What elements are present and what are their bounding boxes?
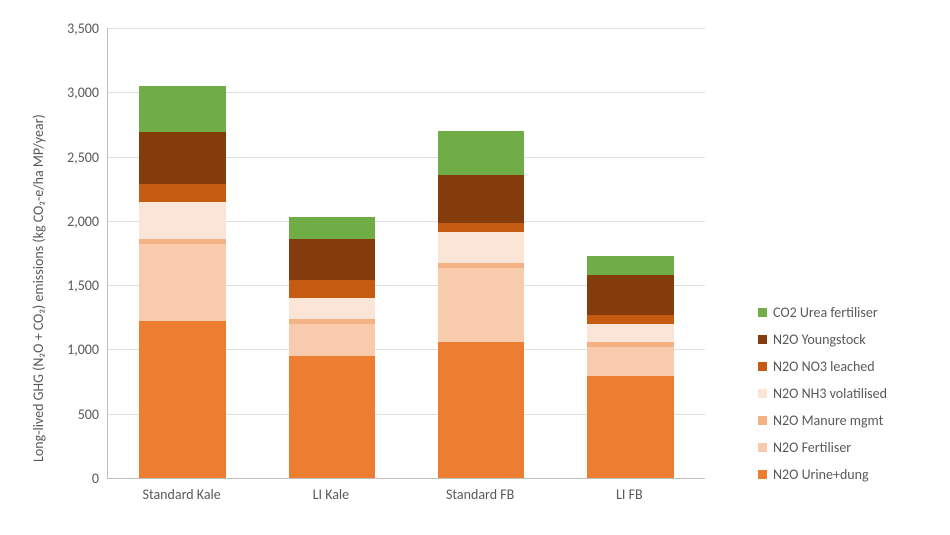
- bar-segment-n2o_urine_dung: [139, 321, 226, 478]
- y-tick-label: 2,000: [47, 213, 99, 230]
- bar-segment-co2_urea: [139, 86, 226, 132]
- y-tick-label: 3,500: [47, 20, 99, 37]
- bar-segment-n2o_no3: [139, 184, 226, 202]
- x-tick-label: LI FB: [555, 486, 704, 503]
- x-tick-label: Standard Kale: [107, 486, 256, 503]
- bar-segment-n2o_fertiliser: [139, 244, 226, 321]
- bar-column: [289, 28, 376, 478]
- bar-segment-n2o_youngstock: [139, 132, 226, 183]
- bar-segment-n2o_no3: [587, 315, 674, 324]
- bar-segment-n2o_fertiliser: [438, 268, 525, 341]
- legend-label: N2O Manure mgmt: [773, 412, 883, 429]
- legend-label: N2O Youngstock: [773, 331, 866, 348]
- legend-swatch: [758, 335, 767, 344]
- bar-column: [438, 28, 525, 478]
- bar-segment-n2o_urine_dung: [587, 376, 674, 478]
- y-tick-label: 2,500: [47, 149, 99, 166]
- plot-area: [107, 28, 705, 479]
- y-tick-label: 500: [47, 406, 99, 423]
- bar-segment-n2o_youngstock: [438, 175, 525, 224]
- bar-segment-n2o_fertiliser: [587, 347, 674, 377]
- bar-segment-co2_urea: [587, 256, 674, 275]
- legend-item: N2O Fertiliser: [758, 439, 887, 456]
- y-tick-label: 1,000: [47, 341, 99, 358]
- bar-segment-n2o_no3: [289, 280, 376, 298]
- y-tick-label: 1,500: [47, 277, 99, 294]
- legend-item: CO2 Urea fertiliser: [758, 304, 887, 321]
- legend: CO2 Urea fertiliser N2O Youngstock N2O NO3…: [758, 304, 887, 493]
- legend-swatch: [758, 443, 767, 452]
- bar-segment-n2o_urine_dung: [438, 342, 525, 478]
- legend-item: N2O NH3 volatilised: [758, 385, 887, 402]
- bar-segment-n2o_fertiliser: [289, 324, 376, 356]
- bar-column: [587, 28, 674, 478]
- bar-segment-n2o_manure: [587, 342, 674, 347]
- legend-swatch: [758, 308, 767, 317]
- bar-segment-n2o_manure: [139, 239, 226, 244]
- bar-segment-n2o_nh3: [587, 324, 674, 342]
- bar-segment-co2_urea: [289, 217, 376, 239]
- legend-swatch: [758, 362, 767, 371]
- legend-item: N2O NO3 leached: [758, 358, 887, 375]
- legend-label: CO2 Urea fertiliser: [773, 304, 878, 321]
- bar-segment-co2_urea: [438, 131, 525, 175]
- bar-column: [139, 28, 226, 478]
- y-tick-label: 0: [47, 470, 99, 487]
- y-tick-label: 3,000: [47, 84, 99, 101]
- bar-segment-n2o_manure: [438, 263, 525, 268]
- y-axis-title: Long-lived GHG (N₂O + CO₂) emissions (kg…: [30, 114, 47, 462]
- ghg-stacked-bar-chart: Long-lived GHG (N₂O + CO₂) emissions (kg…: [0, 0, 950, 535]
- bar-segment-n2o_youngstock: [587, 275, 674, 315]
- legend-label: N2O Fertiliser: [773, 439, 851, 456]
- legend-swatch: [758, 470, 767, 479]
- bar-segment-n2o_manure: [289, 319, 376, 324]
- legend-label: N2O Urine+dung: [773, 466, 869, 483]
- legend-item: N2O Youngstock: [758, 331, 887, 348]
- legend-label: N2O NH3 volatilised: [773, 385, 887, 402]
- bar-segment-n2o_nh3: [438, 232, 525, 263]
- bar-segment-n2o_nh3: [289, 298, 376, 319]
- legend-item: N2O Manure mgmt: [758, 412, 887, 429]
- bar-segment-n2o_urine_dung: [289, 356, 376, 478]
- bar-segment-n2o_no3: [438, 223, 525, 232]
- legend-item: N2O Urine+dung: [758, 466, 887, 483]
- bar-segment-n2o_youngstock: [289, 239, 376, 280]
- legend-label: N2O NO3 leached: [773, 358, 875, 375]
- x-tick-label: Standard FB: [406, 486, 555, 503]
- bar-segment-n2o_nh3: [139, 202, 226, 239]
- x-tick-label: LI Kale: [256, 486, 405, 503]
- legend-swatch: [758, 389, 767, 398]
- legend-swatch: [758, 416, 767, 425]
